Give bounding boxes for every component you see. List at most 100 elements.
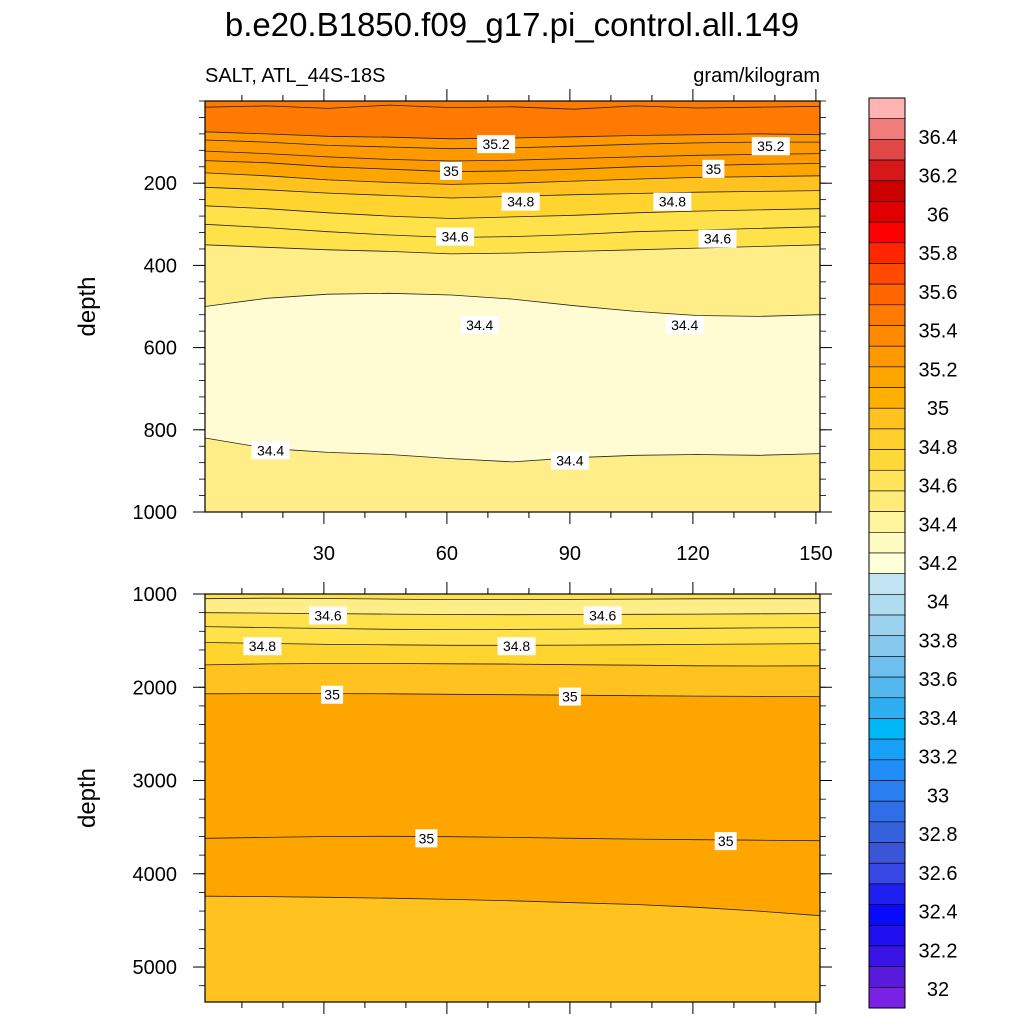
colorbar-swatch [868, 283, 906, 306]
contour-line [205, 104, 820, 110]
colorbar-swatch [868, 904, 906, 926]
contour-line [205, 693, 820, 697]
colorbar-swatch [868, 924, 906, 947]
contour-label: 34.8 [507, 194, 534, 210]
colorbar-label: 32.4 [919, 902, 958, 924]
colorbar-frame [868, 97, 906, 1009]
contour-label: 34.4 [257, 442, 284, 458]
contour-label-bg [665, 315, 704, 334]
colorbar-label: 33.6 [919, 669, 958, 691]
colorbar-swatch [868, 697, 906, 719]
colorbar-swatch [868, 800, 906, 823]
contour-line [205, 626, 820, 631]
colorbar-swatch [868, 614, 906, 637]
colorbar-swatch [868, 573, 906, 595]
colorbar-swatch [868, 552, 906, 574]
y-tick-label: 4000 [133, 864, 178, 886]
contour-label-bg [243, 637, 282, 656]
colorbar: 36.4 36.2 36 35.8 35.6 35.4 35.2 35 34.8 34.6 34.4… [868, 97, 958, 1009]
contour-label: 34.4 [671, 317, 698, 333]
right-subtitle: gram/kilogram [693, 65, 820, 87]
contour-line [205, 612, 820, 616]
contour-label-bg [583, 606, 622, 625]
colorbar-swatch [868, 987, 906, 1009]
plot-frame [204, 100, 821, 513]
contour-band [205, 205, 820, 238]
colorbar-swatch [868, 345, 906, 368]
colorbar-swatch [868, 428, 906, 450]
colorbar-label: 36 [927, 204, 949, 226]
contour-label-bg [251, 441, 290, 460]
contour-label-bg [477, 135, 516, 154]
contour-label: 34.6 [589, 607, 616, 623]
contour-band [205, 105, 820, 139]
contour-label-bg [309, 606, 347, 625]
colorbar-swatch [868, 469, 906, 492]
figure-title: b.e20.B1850.f09_g17.pi_control.all.149 [225, 6, 799, 43]
contour-label: 35.2 [482, 136, 509, 152]
x-tick-label: 120 [676, 543, 709, 565]
colorbar-swatch [868, 180, 906, 202]
contour-label-bg [702, 159, 725, 178]
contour-band [205, 244, 820, 317]
contour-line [205, 597, 820, 600]
contour-label-bg [497, 637, 536, 656]
contour-label: 34.6 [704, 231, 731, 247]
y-axis-label: depth [74, 276, 101, 336]
colorbar-label: 34.2 [919, 553, 958, 575]
colorbar-label: 34.8 [919, 437, 958, 459]
colorbar-swatch [868, 366, 906, 388]
y-tick-label: 5000 [133, 957, 178, 979]
colorbar-swatch [868, 511, 906, 533]
colorbar-swatch [868, 118, 906, 140]
contour-label-bg [714, 832, 737, 851]
x-tick-label: 150 [799, 543, 832, 565]
contour-label: 34.6 [314, 607, 341, 623]
contour-band [205, 663, 820, 697]
colorbar-label: 35 [927, 398, 949, 420]
contour-label: 35 [706, 161, 722, 177]
colorbar-swatch [868, 532, 906, 554]
colorbar-label: 33.8 [919, 630, 958, 652]
colorbar-label: 32.8 [919, 824, 958, 846]
colorbar-swatch [868, 97, 906, 119]
colorbar-swatch [868, 821, 906, 843]
contour-label-bg [751, 137, 790, 156]
y-tick-label: 3000 [133, 771, 178, 793]
contour-label: 34.4 [466, 317, 493, 333]
colorbar-swatch [868, 780, 906, 802]
x-tick-label: 60 [436, 543, 458, 565]
colorbar-label: 33.2 [919, 747, 958, 769]
colorbar-label: 36.4 [919, 127, 958, 149]
contour-band [205, 101, 820, 110]
contour-label-bg [440, 161, 462, 180]
contour-band [205, 836, 820, 916]
contour-band [205, 612, 820, 630]
colorbar-label: 34.6 [919, 476, 958, 498]
colorbar-swatch [868, 325, 906, 347]
y-tick-label: 400 [144, 255, 177, 277]
contour-band [205, 598, 820, 615]
contour-label-bg [558, 687, 581, 706]
colorbar-swatch [868, 718, 906, 740]
lower-panel: 34.6 34.6 34.8 34.8 35 35 35 35 1000 2000 3000 4000… [74, 582, 832, 1014]
colorbar-swatch [868, 304, 906, 326]
contour-band [205, 172, 820, 198]
contour-label: 35 [324, 687, 340, 703]
colorbar-label: 32.6 [919, 863, 958, 885]
contour-line [205, 223, 820, 238]
contour-line [205, 895, 820, 917]
y-tick-label: 2000 [133, 677, 178, 699]
colorbar-swatch [868, 842, 906, 864]
contour-label: 35.2 [757, 138, 784, 154]
y-tick-label: 800 [144, 420, 177, 442]
y-tick-label: 1000 [133, 584, 178, 606]
contour-band [205, 896, 820, 1002]
colorbar-swatch [868, 635, 906, 657]
contour-label: 34.8 [249, 638, 276, 654]
colorbar-label: 35.2 [919, 359, 958, 381]
contour-line [205, 292, 820, 317]
colorbar-label: 36.2 [919, 166, 958, 188]
colorbar-label: 32.2 [919, 940, 958, 962]
plot-frame [204, 593, 821, 1003]
